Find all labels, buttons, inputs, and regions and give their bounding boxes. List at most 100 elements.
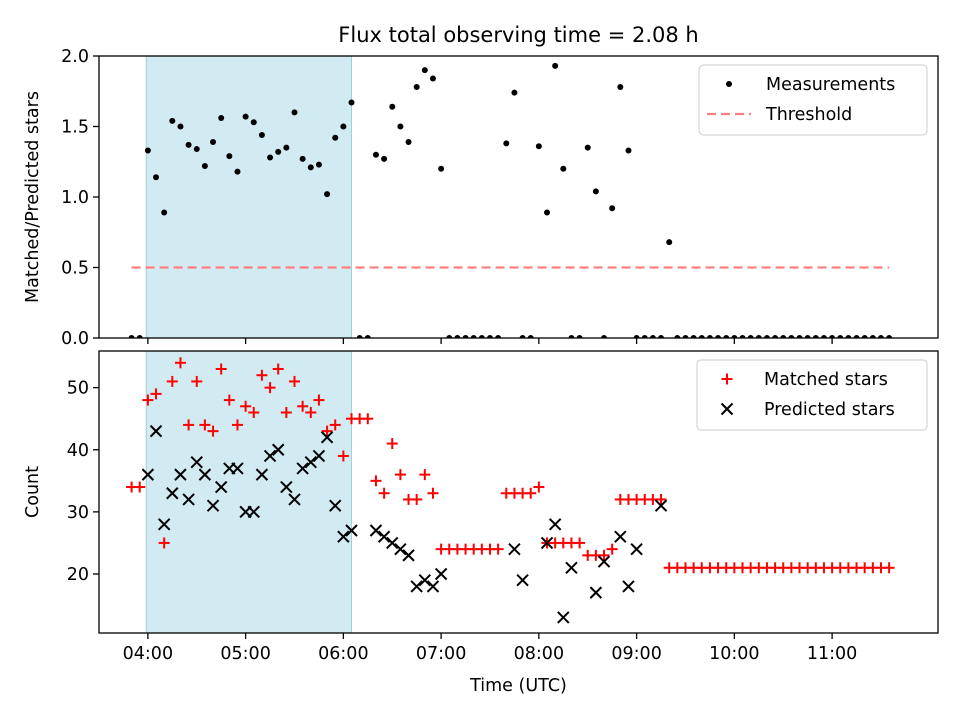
predicted-star-stroke-b <box>402 549 415 562</box>
predicted-star-stroke-b <box>565 561 578 574</box>
measurement-point <box>438 165 445 172</box>
predicted-star-stroke-b <box>231 462 244 475</box>
measurement-point <box>649 335 656 338</box>
measurement-point <box>275 148 282 155</box>
measurement-point <box>413 84 420 91</box>
measurement-point <box>421 67 428 74</box>
y-tick-label: 0.5 <box>61 259 89 279</box>
measurement-point <box>193 146 200 153</box>
predicted-star-stroke-b <box>198 468 212 481</box>
measurement-point <box>796 335 803 338</box>
measurement-point <box>690 335 697 338</box>
measurement-point <box>576 335 583 338</box>
predicted-star-point <box>141 468 155 481</box>
predicted-star-point <box>263 449 277 463</box>
measurement-point <box>812 335 819 338</box>
legend-x-icon-b <box>720 402 734 416</box>
measurement-point <box>128 335 135 338</box>
predicted-star-stroke-b <box>320 431 334 444</box>
measurement-point <box>299 155 306 162</box>
predicted-star-point <box>190 455 203 469</box>
x-tick-label: 07:00 <box>416 644 466 664</box>
predicted-star-point <box>597 555 611 568</box>
measurement-point <box>454 335 461 338</box>
chart-title: Flux total observing time = 2.08 h <box>338 23 698 47</box>
top-panel-flux-ratio: 0.0 0.5 1.0 1.5 2.0 Matched/Predicted stars Me… <box>23 47 939 349</box>
predicted-star-stroke-b <box>271 443 285 456</box>
measurement-point <box>405 139 412 146</box>
measurement-point <box>495 335 502 338</box>
measurement-point <box>829 335 836 338</box>
measurement-point <box>674 335 681 338</box>
matched-star-point <box>337 450 349 462</box>
predicted-star-point <box>280 480 293 494</box>
legend-label: Threshold <box>765 105 852 125</box>
predicted-star-stroke-b <box>157 518 171 531</box>
predicted-star-stroke-b <box>141 468 155 481</box>
predicted-star-point <box>206 499 220 512</box>
measurement-point <box>503 140 510 147</box>
measurement-point <box>609 205 616 212</box>
y-tick-label: 0.0 <box>61 329 89 349</box>
predicted-star-stroke-b <box>516 573 529 587</box>
measurement-point <box>535 143 542 150</box>
predicted-star-stroke-b <box>214 480 228 494</box>
matched-star-point <box>427 487 439 499</box>
predicted-star-stroke-b <box>434 567 448 581</box>
predicted-star-stroke-b <box>345 524 358 537</box>
y-tick-label: 20 <box>67 565 89 585</box>
matched-star-point <box>142 394 154 406</box>
measurement-point <box>739 335 746 338</box>
predicted-star-stroke-b <box>369 524 383 537</box>
measurement-point <box>340 123 347 130</box>
legend-box <box>696 359 928 431</box>
measurement-point <box>861 335 868 338</box>
measurement-point <box>820 335 827 338</box>
predicted-star-point <box>320 431 334 444</box>
measurement-point <box>258 131 265 138</box>
bottom-panel-counts: 20 30 40 50 04:00 05:00 06:00 07:00 08:00 09:00 10… <box>23 350 939 696</box>
matched-star-point <box>313 394 325 406</box>
predicted-star-point <box>565 561 578 574</box>
predicted-star-point <box>557 611 570 624</box>
measurement-point <box>372 151 379 158</box>
measurement-point <box>478 335 485 338</box>
measurement-point <box>397 123 404 130</box>
matched-star-point <box>419 469 431 481</box>
matched-star-point <box>134 481 146 493</box>
predicted-star-point <box>548 518 562 531</box>
measurement-point <box>641 335 648 338</box>
x-tick-label: 09:00 <box>611 644 661 664</box>
matched-star-point <box>533 481 545 493</box>
matched-star-point <box>362 413 374 425</box>
predicted-star-point <box>418 573 432 587</box>
matched-star-point <box>386 438 398 450</box>
predicted-star-point <box>622 580 635 593</box>
predicted-star-point <box>198 468 212 481</box>
predicted-star-stroke-b <box>508 542 521 556</box>
predicted-star-point <box>214 480 228 494</box>
predicted-star-stroke-b <box>149 424 163 438</box>
measurement-point <box>560 165 567 172</box>
matched-star-point <box>329 419 341 431</box>
measurement-point <box>324 191 331 198</box>
predicted-star-stroke-b <box>418 573 432 587</box>
matched-star-point <box>883 562 895 574</box>
measurement-point <box>715 335 722 338</box>
measurement-point <box>136 335 143 338</box>
measurement-point <box>731 335 738 338</box>
predicted-star-point <box>426 580 440 593</box>
measurement-point <box>250 119 257 126</box>
predicted-star-point <box>296 462 309 475</box>
matched-star-point <box>223 394 235 406</box>
measurement-point <box>348 99 355 106</box>
predicted-star-point <box>312 449 326 463</box>
measurement-point <box>869 335 876 338</box>
predicted-star-point <box>394 542 407 556</box>
measurement-point <box>234 168 241 175</box>
measurement-point <box>625 147 632 154</box>
predicted-star-stroke-b <box>206 499 220 512</box>
predicted-star-stroke-b <box>540 536 554 550</box>
y-axis-label: Count <box>23 466 43 518</box>
predicted-star-stroke-b <box>190 455 203 469</box>
